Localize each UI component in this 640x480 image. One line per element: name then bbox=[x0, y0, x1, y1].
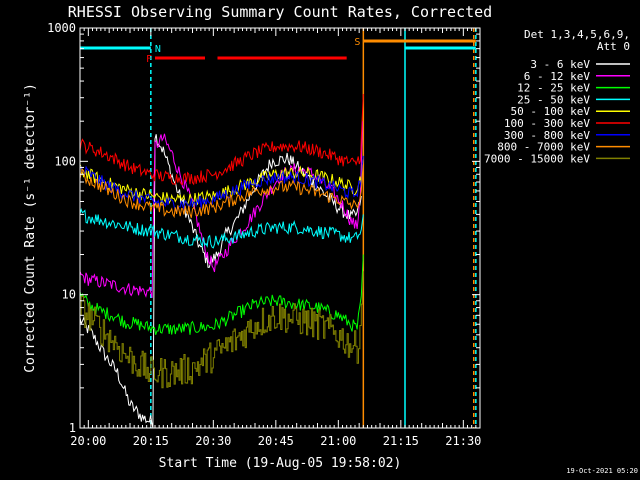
legend-label: 7000 - 15000 keV bbox=[484, 152, 590, 165]
series-line bbox=[79, 155, 364, 211]
series-line bbox=[80, 271, 364, 389]
x-tick-label: 20:45 bbox=[258, 434, 294, 448]
legend-label: 50 - 100 keV bbox=[511, 105, 591, 118]
x-tick-label: 20:30 bbox=[195, 434, 231, 448]
x-tick-label: 21:15 bbox=[383, 434, 419, 448]
x-axis-label: Start Time (19-Aug-05 19:58:02) bbox=[159, 456, 402, 471]
legend-label: 800 - 7000 keV bbox=[497, 141, 590, 154]
x-tick-label: 21:30 bbox=[445, 434, 481, 448]
legend-label: 25 - 50 keV bbox=[517, 93, 590, 106]
y-tick-label: 1000 bbox=[47, 21, 76, 35]
series-line bbox=[79, 164, 364, 219]
x-tick-label: 21:00 bbox=[320, 434, 356, 448]
status-label: F bbox=[146, 54, 152, 65]
x-tick-label: 20:00 bbox=[70, 434, 106, 448]
status-label: S bbox=[354, 37, 360, 48]
x-tick-label: 20:15 bbox=[133, 434, 169, 448]
legend-label: 6 - 12 keV bbox=[524, 70, 591, 83]
legend-header-2: Att 0 bbox=[597, 40, 630, 53]
y-tick-label: 10 bbox=[62, 288, 76, 302]
status-label: N bbox=[155, 44, 161, 55]
chart-title: RHESSI Observing Summary Count Rates, Co… bbox=[68, 3, 492, 21]
y-tick-label: 1 bbox=[69, 421, 76, 435]
timestamp: 19-Oct-2021 05:20 bbox=[566, 467, 638, 475]
y-axis-label: Corrected Count Rate (s⁻¹ detector⁻¹) bbox=[23, 83, 38, 373]
legend-label: 12 - 25 keV bbox=[517, 82, 590, 95]
legend-label: 100 - 300 keV bbox=[504, 117, 590, 130]
series-line bbox=[79, 254, 364, 335]
legend-label: 300 - 800 keV bbox=[504, 129, 590, 142]
series-line bbox=[79, 134, 362, 429]
legend-label: 3 - 6 keV bbox=[530, 58, 590, 71]
series-line bbox=[79, 93, 364, 186]
series-line bbox=[79, 207, 364, 249]
y-tick-label: 100 bbox=[54, 154, 76, 168]
legend-header-1: Det 1,3,4,5,6,9, bbox=[524, 28, 630, 41]
